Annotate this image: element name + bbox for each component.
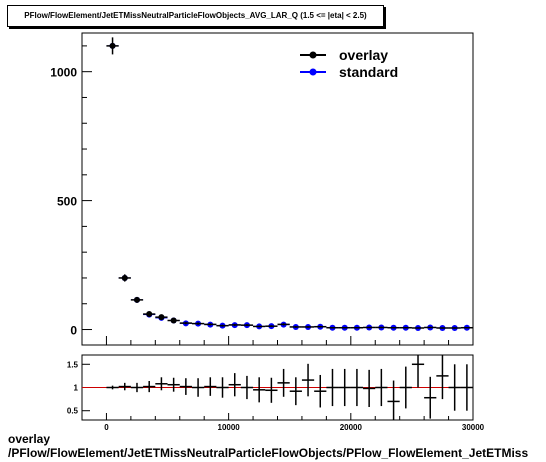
y-tick-label: 1000 [50, 66, 77, 80]
y-tick-label: 0 [70, 324, 77, 338]
ratio-y-tick-label: 1.5 [67, 360, 79, 369]
ratio-data-points [82, 355, 473, 420]
overlay-point [121, 274, 128, 281]
x-tick-label: 0 [104, 423, 109, 432]
overlay-point [170, 317, 177, 324]
ratio-y-tick-label: 0.5 [67, 407, 79, 416]
x-axis-label-line1: overlay [8, 432, 51, 446]
main-data-points [106, 37, 473, 331]
overlay-point [146, 311, 153, 318]
x-axis-label-line2: /PFlow/FlowElement/JetETMissNeutralParti… [8, 446, 529, 460]
x-tick-label: 20000 [340, 423, 363, 432]
main-axis-ticks: 0 500 1000 [50, 45, 474, 345]
x-axis-label: overlay /PFlow/FlowElement/JetETMissNeut… [8, 432, 528, 460]
legend-marker [309, 51, 317, 59]
overlay-point [109, 42, 116, 49]
chart-title: PFlow/FlowElement/JetETMissNeutralPartic… [24, 11, 367, 20]
x-tick-label: 10000 [218, 423, 241, 432]
legend-label-overlay: overlay [339, 47, 388, 63]
chart-title-box: PFlow/FlowElement/JetETMissNeutralPartic… [7, 5, 384, 27]
main-plot-border [81, 32, 474, 346]
overlay-point [158, 314, 165, 321]
y-tick-label: 500 [57, 195, 77, 209]
legend-marker [309, 68, 317, 76]
legend-label-standard: standard [339, 64, 398, 80]
overlay-point [133, 296, 140, 303]
ratio-y-tick-label: 1 [74, 384, 79, 393]
main-plot-frame [81, 32, 474, 346]
x-tick-label: 30000 [462, 423, 485, 432]
ratio-axis-ticks: 0.5 1 1.5 0 10000 20000 30000 [67, 360, 485, 432]
